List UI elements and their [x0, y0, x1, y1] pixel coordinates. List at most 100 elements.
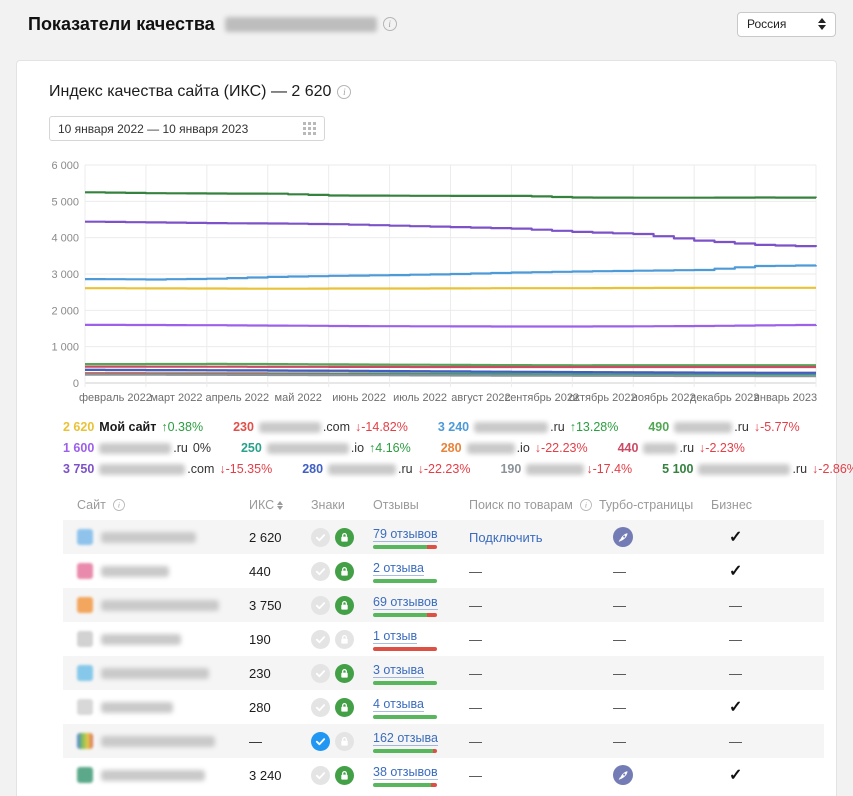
legend-site-suffix: .ru	[679, 441, 694, 455]
legend-item[interactable]: 3 240.ru↑13.28%	[438, 420, 619, 434]
legend-item[interactable]: 2 620Мой сайт↑0.38%	[63, 420, 203, 434]
site-favicon-icon	[77, 529, 93, 545]
site-link[interactable]	[63, 529, 241, 545]
info-icon[interactable]: i	[383, 17, 397, 31]
legend-item[interactable]: 190↓-17.4%	[500, 462, 632, 476]
check-badge-icon	[311, 732, 330, 751]
lock-badge-icon	[335, 766, 354, 785]
lock-badge-icon	[335, 630, 354, 649]
legend-row: 3 750.com↓-15.35% 280 .ru ↓-22.23% 190↓-17.4…	[63, 462, 820, 476]
column-header-2: Знаки	[311, 498, 373, 512]
legend-item[interactable]: 5 100.ru↓-2.86%	[662, 462, 853, 476]
site-link[interactable]	[63, 563, 241, 579]
business-check-icon: ✓	[711, 767, 742, 784]
business-check-icon: ✓	[711, 699, 742, 716]
reviews-link[interactable]: 1 отзыв	[373, 629, 417, 644]
connect-link[interactable]: Подключить	[469, 530, 599, 545]
region-select[interactable]: Россия	[737, 12, 836, 37]
legend-change-percent: ↓-22.23%	[418, 462, 471, 476]
reviews-link[interactable]: 79 отзывов	[373, 527, 438, 542]
column-header-1[interactable]: ИКС	[241, 498, 311, 512]
legend-change-percent: ↓-2.23%	[699, 441, 745, 455]
legend-value: 3 240	[438, 420, 469, 434]
legend-change-percent: ↓-5.77%	[754, 420, 800, 434]
business-cell: ✓	[711, 765, 783, 785]
site-link[interactable]	[63, 733, 241, 749]
info-icon[interactable]: i	[113, 499, 125, 511]
badges-cell	[311, 562, 373, 581]
reviews-link[interactable]: 2 отзыва	[373, 561, 424, 576]
legend-item[interactable]: 1 600.ru0%	[63, 441, 211, 455]
iks-info-icon[interactable]: i	[337, 85, 351, 99]
reviews-sentiment-bar	[373, 749, 437, 753]
iks-card-title: Индекс качества сайта (ИКС) — 2 620	[49, 83, 331, 101]
legend-change-percent: ↓-14.82%	[355, 420, 408, 434]
search-dash: —	[469, 632, 599, 647]
reviews-cell: 1 отзыв	[373, 628, 469, 651]
legend-item[interactable]: 280.io↓-22.23%	[441, 441, 588, 455]
reviews-sentiment-bar	[373, 545, 437, 549]
legend-value: 5 100	[662, 462, 693, 476]
iks-line-chart[interactable]: 6 0005 0004 0003 0002 0001 0000февраль 2…	[33, 153, 822, 409]
legend-site-name-blurred	[99, 443, 171, 454]
table-row: 3 24038 отзывов—✓	[63, 758, 824, 792]
page-root: Показатели качества i Россия Индекс каче…	[0, 0, 853, 796]
legend-item[interactable]: 230.com↓-14.82%	[233, 420, 408, 434]
legend-item[interactable]: 250.io↑4.16%	[241, 441, 411, 455]
site-link[interactable]	[63, 665, 241, 681]
legend-item[interactable]: 3 750.com↓-15.35%	[63, 462, 272, 476]
turbo-cell: —	[599, 632, 711, 647]
site-favicon-icon	[77, 563, 93, 579]
reviews-link[interactable]: 69 отзывов	[373, 595, 438, 610]
column-header-4: Поиск по товарамi	[469, 498, 599, 512]
site-name-blurred	[101, 634, 181, 645]
turbo-dash: —	[599, 666, 626, 681]
badges-cell	[311, 732, 373, 751]
site-favicon-icon	[77, 699, 93, 715]
iks-card: Индекс качества сайта (ИКС) — 2 620 i 10…	[16, 60, 837, 796]
sort-icon[interactable]	[277, 501, 283, 510]
site-favicon-icon	[77, 767, 93, 783]
legend-item[interactable]: 280 .ru ↓-22.23%	[302, 462, 470, 476]
select-arrows-icon	[818, 18, 826, 30]
sites-table: СайтiИКСЗнакиОтзывыПоиск по товарамiТурб…	[63, 490, 824, 792]
date-range-picker[interactable]: 10 января 2022 — 10 января 2023	[49, 116, 325, 141]
reviews-link[interactable]: 38 отзывов	[373, 765, 438, 780]
site-link[interactable]	[63, 767, 241, 783]
turbo-cell: —	[599, 734, 711, 749]
legend-item[interactable]: 490.ru↓-5.77%	[648, 420, 799, 434]
legend-value: 280	[302, 462, 323, 476]
reviews-cell: 79 отзывов	[373, 526, 469, 549]
x-axis-tick: декабрь 2022	[690, 392, 759, 404]
site-link[interactable]	[63, 699, 241, 715]
reviews-link[interactable]: 3 отзыва	[373, 663, 424, 678]
legend-value: 440	[618, 441, 639, 455]
badges-cell	[311, 664, 373, 683]
table-row: 2804 отзыва——✓	[63, 690, 824, 724]
business-dash: —	[711, 632, 742, 647]
x-axis-tick: август 2022	[451, 392, 510, 404]
badges-cell	[311, 596, 373, 615]
iks-value: 3 750	[241, 598, 311, 613]
legend-value: 3 750	[63, 462, 94, 476]
turbo-rocket-icon	[613, 765, 633, 785]
business-cell: ✓	[711, 561, 783, 581]
legend-site-suffix: .ru	[398, 462, 413, 476]
lock-badge-icon	[335, 698, 354, 717]
business-check-icon: ✓	[711, 529, 742, 546]
site-link[interactable]	[63, 631, 241, 647]
legend-site-name-blurred	[467, 443, 515, 454]
column-header-6: Бизнес	[711, 498, 783, 512]
business-cell: —	[711, 632, 783, 647]
table-row: 4402 отзыва——✓	[63, 554, 824, 588]
site-name-blurred	[101, 668, 209, 679]
site-link[interactable]	[63, 597, 241, 613]
legend-site-suffix: .ru	[734, 420, 749, 434]
info-icon[interactable]: i	[580, 499, 592, 511]
legend-item[interactable]: 440 .ru ↓-2.23%	[618, 441, 745, 455]
reviews-link[interactable]: 4 отзыва	[373, 697, 424, 712]
site-favicon-icon	[77, 631, 93, 647]
reviews-link[interactable]: 162 отзыва	[373, 731, 438, 746]
check-badge-icon	[311, 562, 330, 581]
lock-badge-icon	[335, 528, 354, 547]
